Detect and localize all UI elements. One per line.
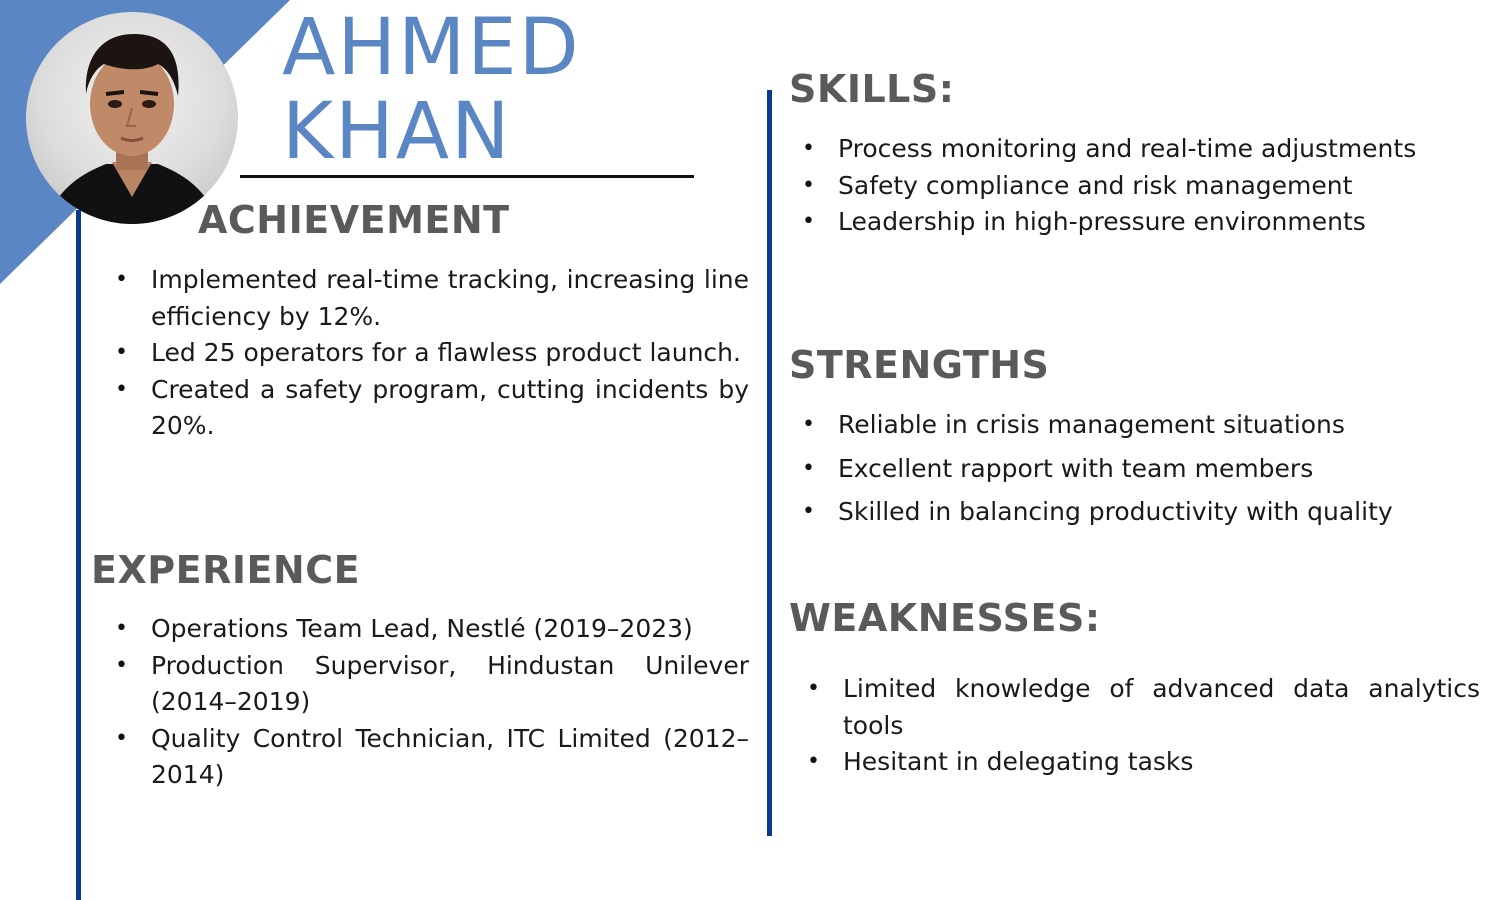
list-item: Skilled in balancing productivity with q… <box>802 494 1483 531</box>
last-name: KHAN <box>282 87 512 177</box>
list-item: Production Supervisor, Hindustan Unileve… <box>115 648 749 721</box>
profile-photo <box>26 12 238 224</box>
experience-heading: EXPERIENCE <box>91 548 361 592</box>
weaknesses-heading: WEAKNESSES: <box>789 596 1101 640</box>
weaknesses-list: Limited knowledge of advanced data analy… <box>807 671 1480 781</box>
skills-list: Process monitoring and real-time adjustm… <box>802 131 1468 241</box>
list-item: Excellent rapport with team members <box>802 451 1483 488</box>
list-item: Created a safety program, cutting incide… <box>115 372 749 445</box>
center-divider <box>767 90 772 836</box>
achievement-list: Implemented real-time tracking, increasi… <box>115 262 749 445</box>
candidate-name: AHMED KHAN <box>282 6 581 174</box>
portrait-illustration <box>46 34 218 224</box>
list-item: Led 25 operators for a flawless product … <box>115 335 749 372</box>
name-underline <box>240 175 694 178</box>
skills-heading: SKILLS: <box>789 67 955 111</box>
list-item: Operations Team Lead, Nestlé (2019–2023) <box>115 611 749 648</box>
first-name: AHMED <box>282 3 581 93</box>
achievement-heading: ACHIEVEMENT <box>198 198 510 242</box>
list-item: Safety compliance and risk management <box>802 168 1468 205</box>
list-item: Process monitoring and real-time adjustm… <box>802 131 1468 168</box>
list-item: Quality Control Technician, ITC Limited … <box>115 721 749 794</box>
list-item: Implemented real-time tracking, increasi… <box>115 262 749 335</box>
list-item: Leadership in high-pressure environments <box>802 204 1468 241</box>
list-item: Reliable in crisis management situations <box>802 407 1483 444</box>
strengths-heading: STRENGTHS <box>789 343 1050 387</box>
strengths-list: Reliable in crisis management situations… <box>802 407 1483 538</box>
left-divider <box>76 210 81 900</box>
experience-list: Operations Team Lead, Nestlé (2019–2023)… <box>115 611 749 794</box>
list-item: Hesitant in delegating tasks <box>807 744 1480 781</box>
list-item: Limited knowledge of advanced data analy… <box>807 671 1480 744</box>
